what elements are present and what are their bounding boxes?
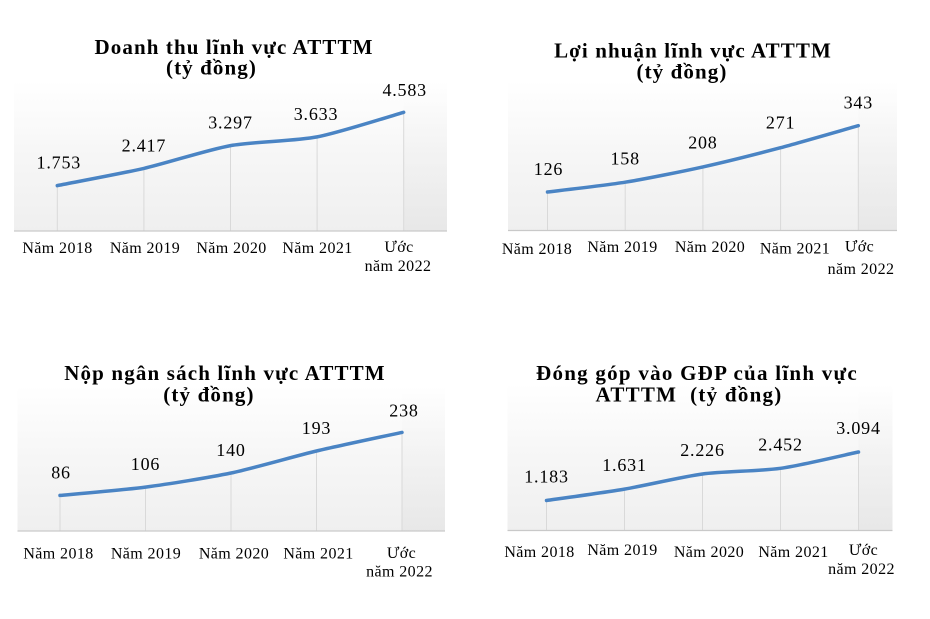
- svg-text:86: 86: [51, 463, 71, 483]
- svg-text:Năm 2021: Năm 2021: [760, 241, 830, 258]
- svg-text:năm 2022: năm 2022: [366, 564, 433, 581]
- svg-text:Đóng góp vào GĐP của lĩnh vực: Đóng góp vào GĐP của lĩnh vực: [536, 361, 858, 385]
- svg-text:ATTTM (tỷ đồng): ATTTM (tỷ đồng): [595, 383, 782, 407]
- svg-text:3.094: 3.094: [836, 418, 881, 438]
- svg-text:1.183: 1.183: [524, 467, 569, 487]
- svg-text:158: 158: [610, 149, 639, 169]
- svg-text:1.631: 1.631: [602, 455, 647, 475]
- svg-text:Năm 2019: Năm 2019: [111, 546, 181, 563]
- svg-text:năm 2022: năm 2022: [365, 258, 432, 275]
- svg-text:(tỷ đồng): (tỷ đồng): [637, 60, 728, 84]
- svg-text:Nộp ngân sách lĩnh vực ATTTM: Nộp ngân sách lĩnh vực ATTTM: [64, 361, 386, 385]
- svg-text:2.226: 2.226: [680, 440, 725, 460]
- svg-text:Năm 2019: Năm 2019: [587, 542, 657, 559]
- svg-text:Năm 2021: Năm 2021: [283, 546, 353, 563]
- svg-text:(tỷ đồng): (tỷ đồng): [166, 56, 257, 80]
- svg-text:193: 193: [302, 418, 331, 438]
- svg-text:Lợi nhuận lĩnh vực ATTTM: Lợi nhuận lĩnh vực ATTTM: [554, 39, 832, 63]
- svg-text:Năm 2019: Năm 2019: [587, 239, 657, 256]
- svg-text:208: 208: [688, 133, 717, 153]
- svg-text:Năm 2021: Năm 2021: [758, 544, 828, 561]
- svg-text:343: 343: [844, 93, 873, 113]
- svg-text:2.417: 2.417: [122, 135, 167, 155]
- svg-text:3.297: 3.297: [208, 113, 253, 133]
- svg-text:Ước: Ước: [845, 239, 874, 256]
- svg-text:Năm 2018: Năm 2018: [22, 240, 92, 257]
- svg-text:năm 2022: năm 2022: [828, 561, 895, 578]
- svg-text:Năm 2019: Năm 2019: [110, 240, 180, 257]
- svg-text:Ước: Ước: [384, 239, 413, 256]
- svg-text:Ước: Ước: [849, 542, 878, 559]
- svg-text:Năm 2020: Năm 2020: [199, 546, 269, 563]
- svg-text:3.633: 3.633: [294, 104, 339, 124]
- svg-text:Năm 2020: Năm 2020: [674, 544, 744, 561]
- svg-text:126: 126: [534, 159, 563, 179]
- svg-text:1.753: 1.753: [37, 153, 82, 173]
- svg-text:140: 140: [216, 440, 245, 460]
- svg-text:Năm 2020: Năm 2020: [196, 240, 266, 257]
- svg-text:Ước: Ước: [387, 545, 416, 562]
- svg-text:Năm 2018: Năm 2018: [23, 546, 93, 563]
- svg-text:271: 271: [766, 113, 795, 133]
- svg-text:2.452: 2.452: [758, 434, 803, 454]
- svg-text:Năm 2020: Năm 2020: [675, 239, 745, 256]
- svg-text:4.583: 4.583: [382, 80, 427, 100]
- svg-text:Năm 2021: Năm 2021: [282, 240, 352, 257]
- svg-text:238: 238: [389, 401, 418, 421]
- svg-text:Năm 2018: Năm 2018: [502, 241, 572, 258]
- svg-text:106: 106: [131, 454, 160, 474]
- svg-text:Năm 2018: Năm 2018: [504, 544, 574, 561]
- svg-text:(tỷ đồng): (tỷ đồng): [163, 383, 254, 407]
- svg-text:Doanh thu lĩnh vực ATTTM: Doanh thu lĩnh vực ATTTM: [94, 35, 373, 59]
- svg-text:năm 2022: năm 2022: [828, 261, 895, 278]
